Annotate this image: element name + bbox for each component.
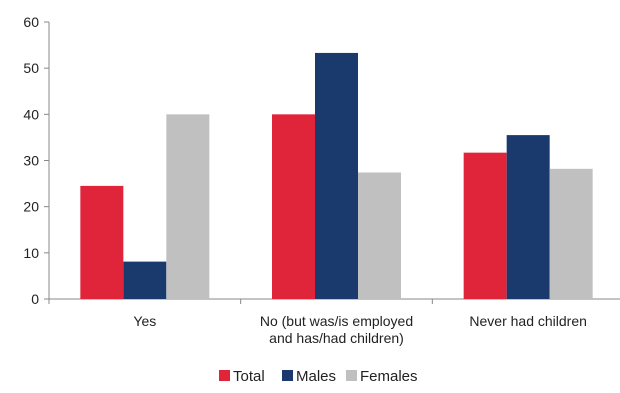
bar-males-0 (123, 261, 167, 299)
y-tick-label: 0 (31, 291, 39, 307)
legend-label-males: Males (296, 368, 336, 385)
legend: Total Males Females (219, 368, 418, 385)
legend-swatch-males (282, 370, 293, 381)
category-label: and has/had children) (269, 330, 404, 346)
y-tick-label: 20 (23, 199, 39, 215)
category-label: Never had children (469, 313, 587, 329)
category-label: Yes (133, 313, 156, 329)
bar-females-0 (166, 114, 210, 299)
bar-total-0 (80, 185, 124, 299)
y-tick-label: 40 (23, 106, 39, 122)
category-label: No (but was/is employed (260, 313, 413, 329)
y-tick-label: 30 (23, 153, 39, 169)
legend-swatch-total (219, 370, 230, 381)
y-tick-label: 10 (23, 245, 39, 261)
y-ticks: 0 10 20 30 40 50 60 (23, 14, 433, 307)
bar-males-2 (506, 135, 550, 299)
legend-label-total: Total (233, 368, 265, 385)
bar-females-1 (358, 172, 401, 299)
y-tick-label: 60 (23, 14, 39, 30)
bar-total-1 (272, 114, 315, 299)
y-tick-label: 50 (23, 60, 39, 76)
legend-label-females: Females (360, 368, 418, 385)
bars (80, 52, 593, 299)
legend-swatch-females (346, 370, 357, 381)
bar-males-1 (315, 52, 358, 299)
bar-females-2 (549, 168, 593, 299)
bar-total-2 (463, 152, 507, 299)
